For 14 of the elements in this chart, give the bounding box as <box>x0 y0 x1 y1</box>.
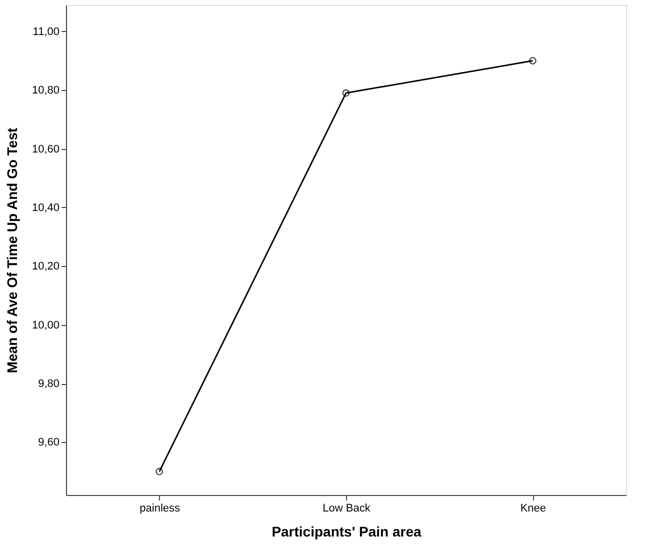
y-tick-label: 10,60 <box>32 143 60 156</box>
y-tick-label: 11,00 <box>32 26 60 38</box>
y-tick-label: 10,00 <box>32 319 60 332</box>
y-tick-label: 10,20 <box>32 260 60 273</box>
x-tick-label: Knee <box>520 502 546 514</box>
x-tick-label: Low Back <box>322 502 371 514</box>
point <box>342 89 350 97</box>
y-tick-label: 10,80 <box>32 84 60 97</box>
x-axis-title: Participants' Pain area <box>272 524 422 540</box>
y-tick-label: 9,80 <box>38 378 60 390</box>
y-tick-label: 9,60 <box>38 436 60 449</box>
x-tick-label: painless <box>140 502 181 514</box>
y-axis-title: Mean of Ave Of Time Up And Go Test <box>4 128 20 374</box>
y-tick-label: 10,40 <box>32 202 60 214</box>
